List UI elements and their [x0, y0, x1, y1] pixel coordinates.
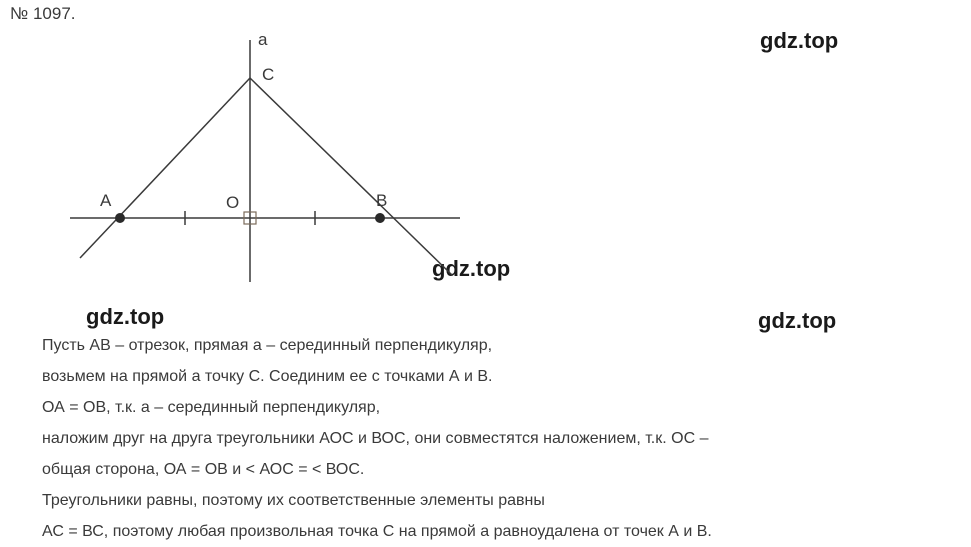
line-CA [80, 78, 250, 258]
geometry-diagram: a C A O B [40, 30, 480, 290]
solution-text: Пусть АВ – отрезок, прямая а – серединны… [42, 330, 962, 547]
point-A [115, 213, 125, 223]
text-line: Треугольники равны, поэтому их соответст… [42, 485, 962, 516]
line-CB [250, 78, 452, 275]
label-A: A [100, 191, 112, 210]
label-a: a [258, 30, 268, 49]
point-B [375, 213, 385, 223]
watermark: gdz.top [760, 28, 838, 54]
text-line: наложим друг на друга треугольники АОС и… [42, 423, 962, 454]
text-line: общая сторона, ОА = ОВ и < АОС = < ВОС. [42, 454, 962, 485]
problem-number: № 1097. [10, 4, 76, 24]
label-O: O [226, 193, 239, 212]
text-line: ОА = ОВ, т.к. а – серединный перпендикул… [42, 392, 962, 423]
text-line: возьмем на прямой а точку С. Соединим ее… [42, 361, 962, 392]
label-C: C [262, 65, 274, 84]
label-B: B [376, 191, 387, 210]
diagram-svg: a C A O B [40, 30, 480, 290]
text-line: Пусть АВ – отрезок, прямая а – серединны… [42, 330, 962, 361]
watermark: gdz.top [86, 304, 164, 330]
